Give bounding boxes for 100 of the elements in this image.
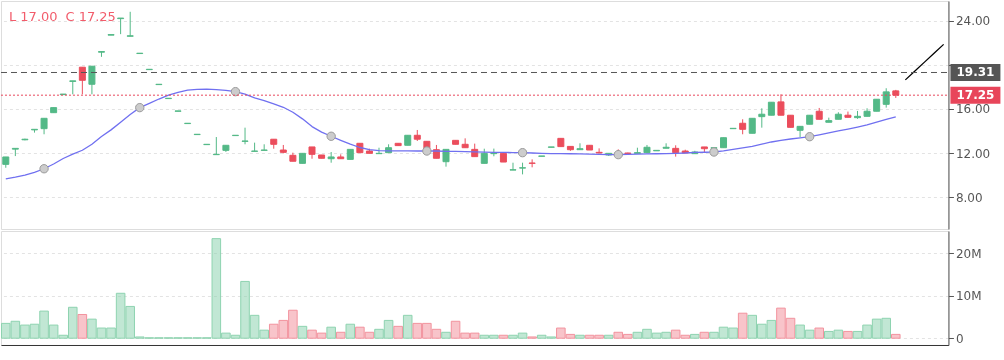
line-series (5, 88, 897, 180)
bar (565, 333, 576, 339)
bar (699, 331, 710, 339)
bar (412, 322, 423, 339)
bar (862, 324, 872, 339)
point (326, 131, 336, 141)
bar (20, 324, 30, 339)
bar (345, 323, 356, 339)
candlestick (662, 142, 670, 149)
y-tick-label: 16.00 (955, 102, 991, 117)
bar (77, 313, 88, 339)
bar (498, 334, 509, 339)
bar (651, 332, 662, 339)
candlestick (88, 65, 96, 95)
point (422, 146, 432, 156)
bar (402, 314, 413, 339)
bar (795, 324, 805, 339)
bar (670, 329, 681, 339)
annotation: C 17.25 (65, 9, 116, 24)
bar (603, 334, 614, 339)
bar (1, 322, 11, 339)
bar (556, 327, 566, 339)
y-tick-label: 12.00 (955, 146, 991, 161)
bar (508, 334, 518, 339)
candlestick (126, 11, 134, 37)
bar (642, 328, 652, 339)
ref-line-label: 17.25 (956, 88, 995, 103)
point (517, 148, 528, 158)
bar (431, 328, 442, 339)
bar (536, 334, 547, 339)
bar (824, 330, 834, 339)
bar (804, 329, 815, 339)
bar (709, 331, 719, 339)
bar (48, 324, 59, 339)
bar (479, 334, 490, 339)
bar (623, 333, 633, 339)
point (613, 149, 623, 160)
bar (288, 309, 298, 339)
candlestick (375, 147, 383, 155)
bar (747, 314, 758, 339)
bar (259, 329, 269, 339)
point (39, 164, 49, 174)
bar (125, 305, 135, 339)
candlestick (758, 107, 766, 129)
y-tick-label: 8.00 (955, 190, 983, 205)
bar (489, 334, 499, 339)
bar (29, 323, 40, 339)
candlestick (490, 148, 498, 157)
candlestick (844, 111, 852, 118)
bar (96, 327, 107, 339)
bar (613, 331, 624, 339)
bar (814, 327, 825, 339)
bar (58, 334, 68, 339)
bar (881, 317, 891, 339)
bar (632, 331, 643, 339)
bar (833, 329, 844, 339)
point (709, 147, 719, 157)
bar (335, 331, 346, 339)
bar (757, 323, 767, 339)
bar (843, 330, 853, 339)
bar (249, 314, 260, 339)
bar (67, 306, 78, 339)
bar (460, 332, 470, 339)
bar (326, 326, 336, 339)
bar (575, 334, 585, 339)
bar (728, 327, 738, 339)
ref-line-label: 19.31 (956, 65, 995, 80)
y-tick-label: 0 (955, 331, 964, 346)
point (804, 132, 815, 142)
bar (690, 333, 700, 339)
candlestick (595, 147, 603, 154)
bar (39, 310, 49, 339)
bar (10, 320, 21, 339)
candlestick (241, 127, 249, 145)
bar (221, 332, 231, 339)
bar (355, 326, 365, 339)
bar (115, 292, 126, 339)
bar (106, 327, 116, 339)
bar (766, 319, 777, 339)
y-tick-label: 10M (955, 289, 982, 304)
bar (450, 320, 461, 339)
candlestick (117, 17, 125, 35)
candlestick (528, 158, 536, 168)
bar (661, 331, 671, 339)
bar (393, 325, 403, 339)
candlestick (576, 142, 584, 151)
bar (441, 331, 451, 339)
bar (469, 332, 480, 339)
bar (422, 322, 432, 339)
bar (852, 330, 863, 339)
bar (383, 319, 394, 339)
point (135, 102, 145, 113)
bar (737, 312, 748, 339)
annotation: L 17.00 (9, 9, 58, 24)
bar (680, 334, 691, 339)
y-tick-label: 24.00 (955, 14, 991, 29)
bar (785, 317, 796, 339)
bar (871, 318, 882, 339)
y-tick-label: 20M (955, 246, 982, 261)
bar (87, 318, 97, 339)
